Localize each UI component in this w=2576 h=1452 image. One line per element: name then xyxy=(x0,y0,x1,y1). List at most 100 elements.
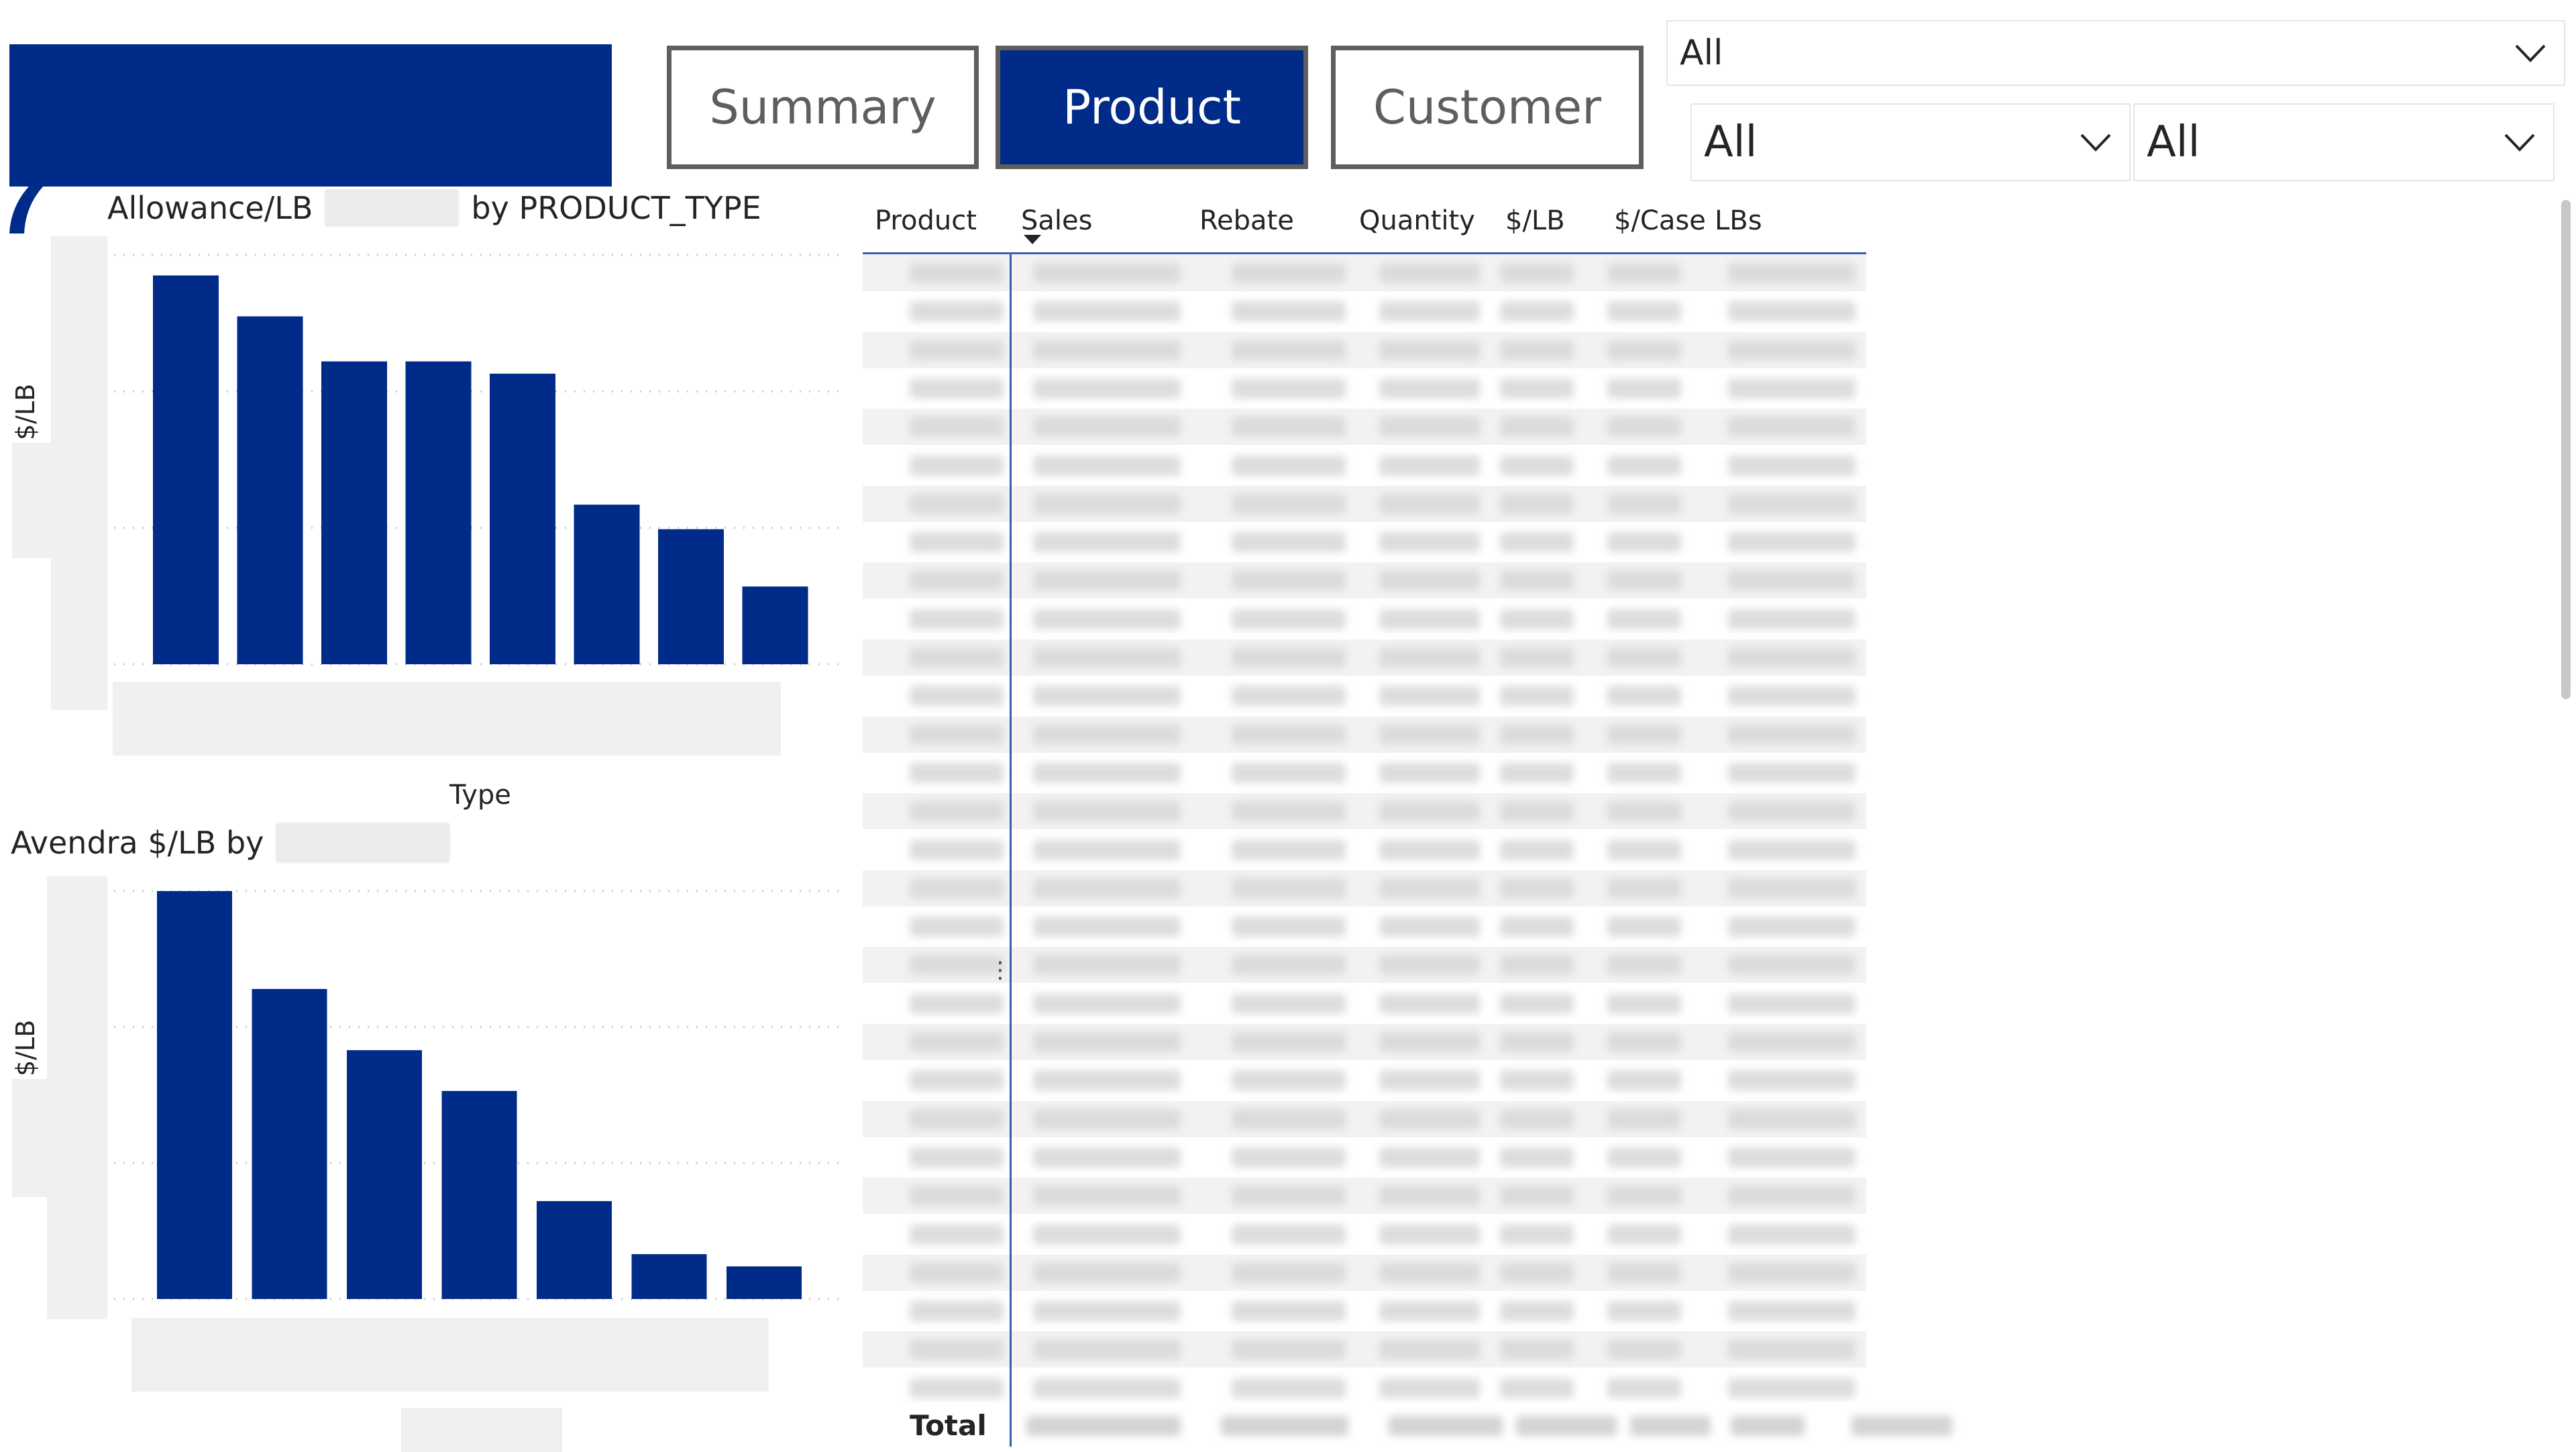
chart-bar[interactable] xyxy=(441,1090,517,1299)
table-cell-redacted xyxy=(1033,417,1181,437)
table-row[interactable] xyxy=(863,1331,1866,1368)
table-row[interactable] xyxy=(863,1139,1866,1176)
table-row[interactable] xyxy=(863,293,1866,329)
table-row[interactable] xyxy=(863,1254,1866,1291)
table-row[interactable] xyxy=(863,1178,1866,1214)
chart-bar[interactable] xyxy=(631,1254,707,1299)
chart-bar[interactable] xyxy=(742,586,808,664)
column-header-rebate[interactable]: Rebate xyxy=(1199,205,1294,236)
product-table-body[interactable] xyxy=(863,255,1866,1402)
table-row[interactable] xyxy=(863,870,1866,906)
table-cell-redacted xyxy=(1379,301,1480,322)
table-cell-redacted xyxy=(1728,493,1856,514)
table-row[interactable] xyxy=(863,331,1866,368)
table-cell-redacted xyxy=(1033,340,1181,360)
table-cell-redacted xyxy=(1232,532,1346,553)
chart-bar[interactable] xyxy=(537,1201,612,1299)
table-row[interactable] xyxy=(863,1216,1866,1253)
table-row[interactable] xyxy=(863,448,1866,484)
chart-bar[interactable] xyxy=(153,275,219,665)
chart-bar[interactable] xyxy=(237,316,303,665)
table-row[interactable] xyxy=(863,601,1866,637)
column-header-product[interactable]: Product xyxy=(875,205,977,236)
table-cell-redacted xyxy=(1728,993,1856,1014)
table-cell-redacted xyxy=(1500,762,1574,783)
table-total-label: Total xyxy=(910,1409,987,1442)
column-header-dollar-per-case[interactable]: $/Case xyxy=(1614,205,1706,236)
table-row[interactable] xyxy=(863,562,1866,599)
customer-nav-button[interactable]: Customer xyxy=(1331,46,1644,169)
chart-bar[interactable] xyxy=(658,529,724,664)
column-header-dollar-per-lb[interactable]: $/LB xyxy=(1505,205,1565,236)
table-cell-redacted xyxy=(910,1224,1004,1245)
table-row[interactable] xyxy=(863,1062,1866,1098)
table-row[interactable] xyxy=(863,1370,1866,1402)
table-cell-redacted xyxy=(1033,1339,1181,1360)
page-scrollbar[interactable] xyxy=(2561,200,2571,699)
chart1-bar-chart xyxy=(114,254,839,666)
table-row[interactable] xyxy=(863,909,1866,945)
table-cell-redacted xyxy=(1728,917,1856,937)
column-resize-handle-icon[interactable]: ⋮ xyxy=(989,957,1012,984)
table-row[interactable] xyxy=(863,639,1866,676)
table-row[interactable] xyxy=(863,1293,1866,1329)
table-cell-redacted xyxy=(1728,609,1856,629)
filter-dropdown-3[interactable]: All xyxy=(2133,103,2555,181)
chart-bar[interactable] xyxy=(157,891,232,1299)
summary-nav-button[interactable]: Summary xyxy=(667,46,979,169)
table-cell-redacted xyxy=(1500,1032,1574,1052)
table-cell-redacted xyxy=(1728,301,1856,322)
chart-bar[interactable] xyxy=(347,1050,422,1299)
table-cell-redacted xyxy=(1500,839,1574,860)
table-cell-redacted xyxy=(1728,1262,1856,1283)
product-nav-button[interactable]: Product xyxy=(996,46,1308,169)
table-row[interactable] xyxy=(863,255,1866,291)
table-row[interactable] xyxy=(863,485,1866,522)
table-row[interactable] xyxy=(863,986,1866,1022)
table-row[interactable] xyxy=(863,755,1866,791)
chart2-title: Avendra $/LB by xyxy=(11,823,451,863)
chart1-y-ticks-redacted xyxy=(51,236,107,710)
table-row[interactable] xyxy=(863,1024,1866,1060)
total-cell-redacted xyxy=(1630,1416,1711,1436)
table-cell-redacted xyxy=(1500,1262,1574,1283)
total-cell-redacted xyxy=(1221,1416,1348,1436)
column-header-sales[interactable]: Sales xyxy=(1021,205,1093,236)
chart-bar[interactable] xyxy=(490,373,555,664)
table-cell-redacted xyxy=(1232,301,1346,322)
table-cell-redacted xyxy=(1232,917,1346,937)
table-cell-redacted xyxy=(1607,647,1681,668)
table-row[interactable] xyxy=(863,409,1866,446)
total-cell-redacted xyxy=(1026,1416,1181,1436)
table-cell-redacted xyxy=(910,570,1004,591)
filter-dropdown-2[interactable]: All xyxy=(1690,103,2131,181)
chart-bar[interactable] xyxy=(574,505,640,664)
table-row[interactable] xyxy=(863,793,1866,830)
product-table-header: Product Sales Rebate Quantity $/LB $/Cas… xyxy=(863,199,1866,254)
table-row[interactable] xyxy=(863,1100,1866,1137)
table-row[interactable] xyxy=(863,678,1866,714)
filter-dropdown-1[interactable]: All xyxy=(1666,20,2565,86)
table-cell-redacted xyxy=(1379,340,1480,360)
table-cell-redacted xyxy=(1379,917,1480,937)
column-header-lbs[interactable]: LBs xyxy=(1715,205,1762,236)
table-cell-redacted xyxy=(1728,1339,1856,1360)
table-row[interactable] xyxy=(863,716,1866,753)
table-row[interactable] xyxy=(863,524,1866,560)
table-cell-redacted xyxy=(1232,455,1346,476)
total-cell-redacted xyxy=(1851,1416,1952,1436)
chart1-y-axis-label: $/LB xyxy=(11,383,40,440)
table-cell-redacted xyxy=(1500,1147,1574,1168)
column-header-quantity[interactable]: Quantity xyxy=(1359,205,1475,236)
chart-bar[interactable] xyxy=(405,361,472,664)
chart-bar[interactable] xyxy=(252,988,327,1299)
chart-bar[interactable] xyxy=(321,361,387,664)
table-cell-redacted xyxy=(1033,724,1181,745)
table-row[interactable] xyxy=(863,832,1866,868)
table-row[interactable] xyxy=(863,947,1866,984)
table-cell-redacted xyxy=(1607,570,1681,591)
table-cell-redacted xyxy=(1379,493,1480,514)
table-row[interactable] xyxy=(863,370,1866,407)
chart-bar[interactable] xyxy=(727,1266,802,1299)
table-cell-redacted xyxy=(1500,417,1574,437)
